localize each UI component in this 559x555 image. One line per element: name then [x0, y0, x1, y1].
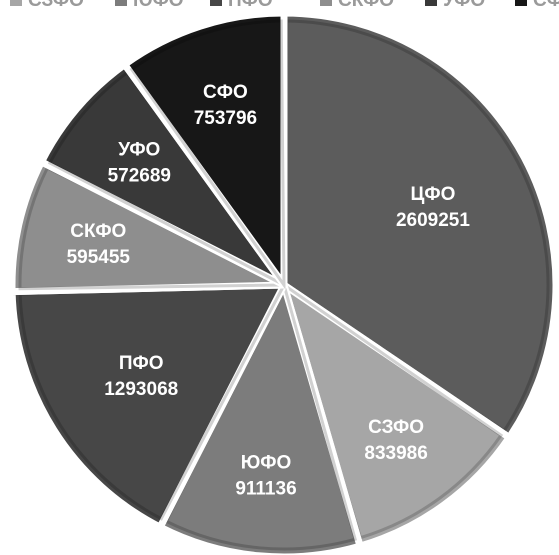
- pie-slices: [8, 9, 559, 555]
- pie-labels: ЦФО 2609251 СЗФО 833986 ЮФО 911136 ПФО 1293068 С…: [67, 82, 471, 500]
- legend-label-3: ПФО: [228, 0, 273, 11]
- slice-label-value-1: 2609251: [396, 210, 470, 231]
- slice-label-value-2: 833986: [364, 443, 427, 464]
- legend-swatch-1: [10, 0, 22, 6]
- slice-label-name-6: УФО: [118, 139, 160, 160]
- pie-slice-5: [8, 158, 288, 296]
- legend-swatch-3: [210, 0, 222, 6]
- legend-label-5: УФО: [443, 0, 485, 11]
- pie-slice-bevel-4: [18, 283, 287, 521]
- pie-slice-7: [121, 9, 288, 289]
- slice-label-value-7: 753796: [194, 108, 257, 129]
- pie-slice-4: [8, 281, 288, 531]
- pie-slice-6: [37, 61, 288, 289]
- pie-slice-bevel-6: [47, 70, 286, 287]
- slice-label-name-4: ПФО: [119, 353, 164, 374]
- pie-slice-1: [280, 9, 559, 441]
- slice-label-value-5: 595455: [67, 247, 131, 268]
- slice-label-value-4: 1293068: [104, 379, 178, 400]
- legend-label-1: СЗФО: [28, 0, 84, 11]
- slice-label-name-2: СЗФО: [368, 417, 424, 438]
- pie-slice-3: [156, 281, 364, 555]
- legend-swatch-4: [320, 0, 332, 6]
- chart-legend: СЗФО ЮФО ПФО СКФО УФО СФО: [10, 0, 559, 11]
- slice-label-value-6: 572689: [108, 165, 171, 186]
- slice-label-value-3: 911136: [235, 479, 296, 500]
- pie-slice-bevel-2: [281, 281, 504, 540]
- pie-slice-2: [280, 281, 513, 550]
- slice-label-name-7: СФО: [203, 82, 248, 103]
- slice-label-name-1: ЦФО: [411, 184, 456, 205]
- pie-slice-bevel-7: [129, 19, 286, 290]
- legend-swatch-5: [425, 0, 437, 6]
- legend-label-6: СФО: [533, 0, 559, 11]
- slice-label-name-5: СКФО: [70, 221, 126, 242]
- pie-slice-bevel-3: [164, 280, 358, 551]
- legend-label-4: СКФО: [338, 0, 394, 11]
- slice-label-name-3: ЮФО: [241, 453, 292, 474]
- legend-swatch-2: [115, 0, 127, 6]
- legend-label-2: ЮФО: [133, 0, 184, 11]
- legend-swatch-6: [515, 0, 527, 6]
- pie-slice-bevel-1: [282, 19, 550, 433]
- pie-slice-bevel-5: [18, 165, 285, 291]
